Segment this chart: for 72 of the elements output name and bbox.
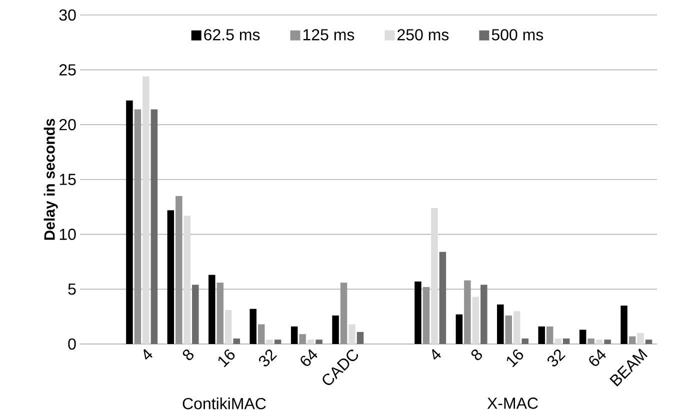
- bar: [596, 340, 603, 344]
- bar: [546, 326, 554, 344]
- x-tick-label: 32: [258, 349, 278, 366]
- bar: [192, 284, 199, 344]
- bar: [184, 216, 191, 344]
- x-tick-label: 64: [300, 349, 318, 366]
- bar: [250, 308, 256, 344]
- bar: [480, 284, 488, 344]
- x-tick-label: 4: [144, 349, 152, 360]
- bar: [176, 196, 182, 344]
- bar: [356, 332, 364, 344]
- bar: [628, 336, 636, 344]
- bar: [167, 210, 174, 344]
- bar: [224, 310, 232, 344]
- text: ContikiMAC: [182, 398, 266, 410]
- bar: [497, 304, 504, 344]
- text: X-MAC: [487, 398, 538, 409]
- bar: [620, 306, 628, 344]
- bar: [513, 311, 520, 344]
- y-tick-label: 5: [68, 284, 76, 295]
- bar: [604, 340, 611, 344]
- y-tick-label: 10: [60, 228, 76, 240]
- x-tick-label: 32: [547, 349, 566, 366]
- bar: [579, 330, 586, 344]
- bar: [554, 338, 562, 344]
- bar: [472, 296, 480, 344]
- legend-label: 500 ms: [492, 29, 544, 40]
- legend-label: 125 ms: [303, 29, 354, 40]
- bar: [464, 280, 471, 344]
- bar: [431, 208, 438, 344]
- x-tick-label: 16: [218, 349, 235, 368]
- y-tick-label: 15: [60, 174, 76, 186]
- bar: [307, 340, 314, 344]
- bar: [266, 340, 273, 344]
- y-tick-label: 30: [59, 9, 76, 21]
- bar: [439, 252, 446, 344]
- bar: [216, 282, 224, 344]
- bar: [505, 315, 512, 344]
- bar: [562, 338, 570, 344]
- bar: [340, 282, 348, 344]
- bar: [637, 333, 644, 344]
- bar: [538, 326, 545, 344]
- bar: [332, 315, 339, 344]
- bar: [645, 340, 652, 344]
- y-tick-label: 0: [68, 338, 76, 350]
- bar: [588, 338, 594, 344]
- bar: [348, 324, 356, 344]
- bar: [414, 281, 422, 344]
- bar: [258, 324, 265, 344]
- bar: [290, 326, 298, 344]
- bar: [150, 109, 158, 344]
- x-tick-label: 16: [506, 349, 524, 368]
- bar: [316, 340, 322, 344]
- bar: [274, 340, 282, 344]
- legend-label: 250 ms: [398, 29, 449, 40]
- x-tick-label: 8: [182, 349, 194, 360]
- x-tick-label: 64: [589, 349, 606, 366]
- y-axis-title: Delay in seconds: [44, 118, 58, 240]
- y-tick-label: 20: [59, 119, 76, 130]
- x-tick-label: 4: [432, 349, 441, 360]
- bar: [142, 76, 150, 344]
- bar: [208, 274, 216, 344]
- x-tick-label: 8: [471, 349, 482, 360]
- bar: [134, 109, 142, 344]
- bar: [456, 314, 463, 344]
- bar: [522, 338, 528, 344]
- legend-label: 62.5 ms: [204, 29, 260, 40]
- bar: [299, 334, 306, 344]
- bar: [233, 338, 240, 344]
- bar: [422, 286, 430, 344]
- bar: [126, 100, 133, 344]
- y-tick-label: 25: [59, 64, 76, 76]
